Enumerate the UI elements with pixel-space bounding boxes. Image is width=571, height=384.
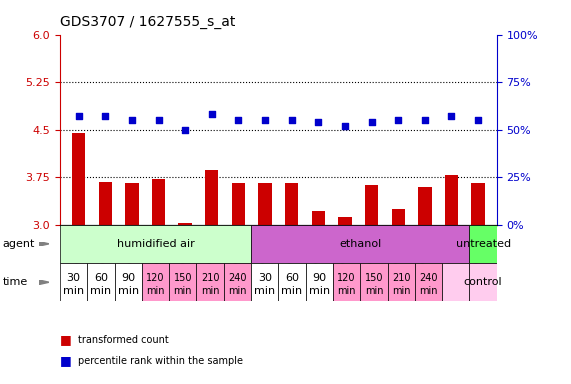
Text: min: min	[419, 286, 438, 296]
Bar	[99, 182, 112, 225]
Point	[313, 119, 323, 125]
Text: min: min	[282, 286, 303, 296]
Bar	[251, 263, 279, 301]
Bar	[125, 184, 139, 225]
Bar	[415, 263, 442, 301]
Text: 120: 120	[337, 273, 356, 283]
Bar	[442, 263, 469, 301]
Point	[207, 111, 216, 118]
Point	[127, 117, 136, 123]
Bar	[312, 211, 325, 225]
Point	[100, 113, 110, 119]
Bar	[445, 175, 458, 225]
Bar	[224, 263, 251, 301]
Text: 210: 210	[392, 273, 411, 283]
Text: min: min	[337, 286, 356, 296]
Text: 30: 30	[67, 273, 81, 283]
Text: 120: 120	[146, 273, 165, 283]
Text: ■: ■	[60, 354, 72, 367]
Bar	[279, 263, 305, 301]
Bar	[251, 225, 469, 263]
Bar	[360, 263, 388, 301]
Point	[340, 123, 349, 129]
Bar	[338, 217, 352, 225]
Text: min: min	[228, 286, 247, 296]
Text: min: min	[63, 286, 84, 296]
Bar	[392, 209, 405, 225]
Bar	[60, 225, 251, 263]
Bar	[305, 263, 333, 301]
Text: min: min	[309, 286, 330, 296]
Text: min: min	[201, 286, 219, 296]
Bar	[469, 225, 497, 263]
Bar	[179, 223, 192, 225]
Point	[180, 127, 190, 133]
Text: 90: 90	[121, 273, 135, 283]
Bar	[232, 184, 245, 225]
Text: humidified air: humidified air	[116, 239, 194, 249]
Bar	[152, 179, 165, 225]
Text: 30: 30	[258, 273, 272, 283]
Text: 150: 150	[174, 273, 192, 283]
Point	[473, 117, 482, 123]
Text: ■: ■	[60, 333, 72, 346]
Bar	[259, 184, 272, 225]
Text: 60: 60	[285, 273, 299, 283]
Text: min: min	[146, 286, 165, 296]
Point	[420, 117, 429, 123]
Bar	[60, 263, 87, 301]
Text: percentile rank within the sample: percentile rank within the sample	[78, 356, 243, 366]
Bar	[142, 263, 169, 301]
Bar	[87, 263, 115, 301]
Text: ethanol: ethanol	[339, 239, 381, 249]
Bar	[169, 263, 196, 301]
Bar	[469, 263, 497, 301]
Bar	[285, 184, 298, 225]
Point	[367, 119, 376, 125]
Bar	[472, 184, 485, 225]
Text: 210: 210	[201, 273, 219, 283]
Text: min: min	[392, 286, 411, 296]
Text: agent: agent	[3, 239, 35, 249]
Bar	[196, 263, 224, 301]
Text: 240: 240	[228, 273, 247, 283]
Text: 150: 150	[365, 273, 383, 283]
Text: 90: 90	[312, 273, 327, 283]
Bar	[115, 263, 142, 301]
Polygon shape	[39, 242, 49, 246]
Text: transformed count: transformed count	[78, 335, 169, 345]
Bar	[365, 185, 378, 225]
Text: 60: 60	[94, 273, 108, 283]
Text: time: time	[3, 277, 28, 287]
Point	[74, 113, 83, 119]
Point	[260, 117, 270, 123]
Bar	[72, 133, 85, 225]
Text: control: control	[464, 277, 502, 287]
Text: min: min	[365, 286, 383, 296]
Point	[154, 117, 163, 123]
Point	[393, 117, 403, 123]
Text: min: min	[118, 286, 139, 296]
Point	[287, 117, 296, 123]
Bar	[418, 187, 432, 225]
Text: 240: 240	[419, 273, 438, 283]
Text: min: min	[174, 286, 192, 296]
Bar	[333, 263, 360, 301]
Bar	[388, 263, 415, 301]
Text: GDS3707 / 1627555_s_at: GDS3707 / 1627555_s_at	[60, 15, 235, 29]
Text: untreated: untreated	[456, 239, 510, 249]
Point	[234, 117, 243, 123]
Polygon shape	[39, 280, 49, 285]
Bar	[205, 169, 219, 225]
Text: min: min	[90, 286, 111, 296]
Point	[447, 113, 456, 119]
Text: min: min	[254, 286, 275, 296]
